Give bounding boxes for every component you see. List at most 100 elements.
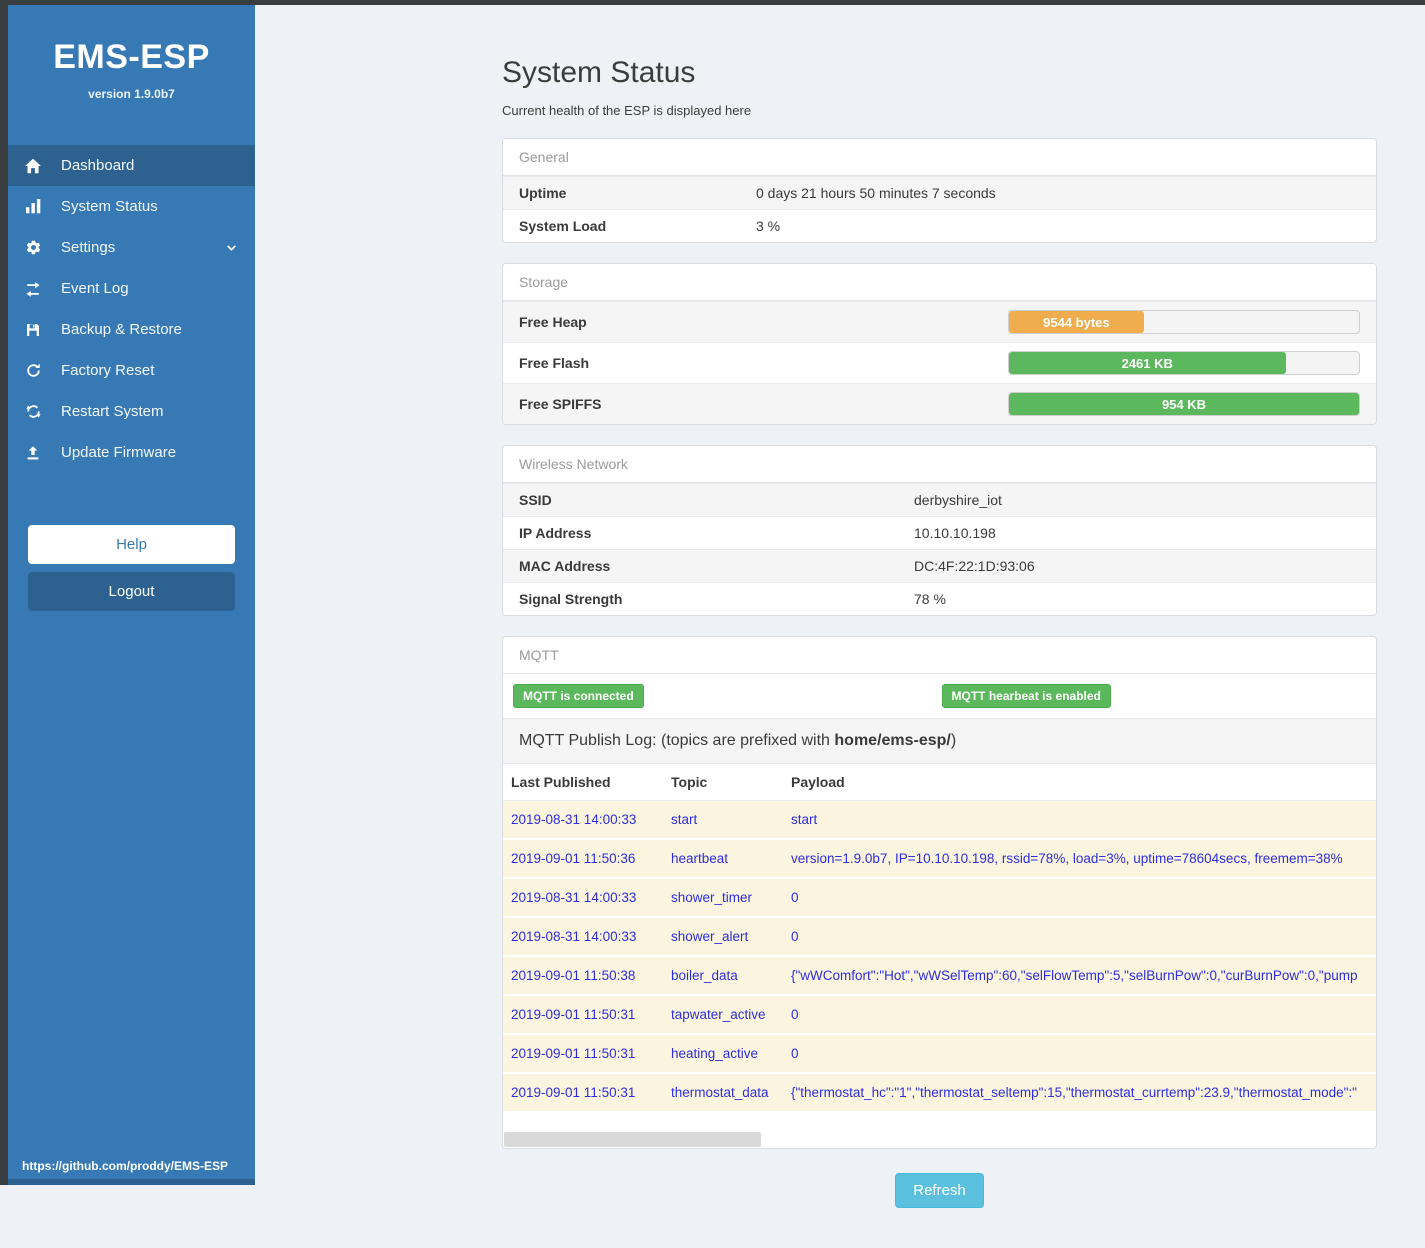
github-link[interactable]: https://github.com/proddy/EMS-ESP (22, 1159, 228, 1173)
cell-payload: version=1.9.0b7, IP=10.10.10.198, rssid=… (791, 851, 1343, 866)
wireless-row-signal: Signal Strength 78 % (503, 582, 1376, 615)
cell-topic: tapwater_active (671, 1007, 766, 1022)
free-flash-progress-bar: 2461 KB (1009, 352, 1286, 374)
cell-last-published: 2019-09-01 11:50:38 (511, 968, 636, 983)
mac-address-label: MAC Address (519, 558, 611, 574)
cell-topic: shower_timer (671, 890, 753, 905)
cell-payload: 0 (791, 1046, 799, 1061)
publish-log-prefix: home/ems-esp/ (834, 732, 951, 749)
free-spiffs-progress-track: 954 KB (1008, 392, 1360, 416)
free-flash-label: Free Flash (519, 355, 590, 371)
page-subtitle: Current health of the ESP is displayed h… (502, 103, 752, 118)
table-row: 2019-08-31 14:00:33 start start (503, 801, 1376, 840)
cell-topic: heating_active (671, 1046, 759, 1061)
uptime-value: 0 days 21 hours 50 minutes 7 seconds (756, 185, 996, 201)
signal-strength-label: Signal Strength (519, 591, 623, 607)
panel-storage: Storage Free Heap 9544 bytes Free Flash … (502, 263, 1377, 425)
sidebar-item-restart-system[interactable]: Restart System (8, 391, 255, 432)
horizontal-scrollbar[interactable] (503, 1131, 1376, 1148)
system-load-label: System Load (519, 218, 607, 234)
horizontal-scrollbar-thumb[interactable] (504, 1132, 761, 1147)
table-row: 2019-08-31 14:00:33 shower_alert 0 (503, 918, 1376, 957)
logout-button[interactable]: Logout (28, 572, 235, 611)
cell-last-published: 2019-08-31 14:00:33 (511, 890, 637, 905)
panel-wireless-network: Wireless Network SSID derbyshire_iot IP … (502, 445, 1377, 616)
col-header-topic: Topic (671, 774, 708, 790)
table-bottom-gap (503, 1113, 1376, 1131)
cell-payload: 0 (791, 890, 799, 905)
sidebar-item-label: Restart System (61, 403, 164, 420)
table-row: 2019-09-01 11:50:31 thermostat_data {"th… (503, 1074, 1376, 1113)
publish-log-close: ) (950, 732, 957, 749)
mqtt-badge-row: MQTT is connected MQTT hearbeat is enabl… (503, 674, 1376, 718)
window-left-border (0, 0, 8, 1185)
cell-payload: {"thermostat_hc":"1","thermostat_seltemp… (791, 1085, 1357, 1100)
page-title: System Status (502, 56, 696, 89)
panel-mqtt: MQTT MQTT is connected MQTT hearbeat is … (502, 636, 1377, 1149)
system-load-value: 3 % (756, 218, 781, 234)
window-top-border (0, 0, 1425, 5)
sidebar-item-label: Factory Reset (61, 362, 155, 379)
cell-payload: 0 (791, 1007, 799, 1022)
cell-topic: heartbeat (671, 851, 729, 866)
ssid-value: derbyshire_iot (914, 492, 1002, 508)
panel-general: General Uptime 0 days 21 hours 50 minute… (502, 138, 1377, 243)
sidebar-nav: Dashboard System Status Settings (8, 145, 255, 473)
col-header-payload: Payload (791, 774, 845, 790)
sidebar-buttons: Help Logout (28, 525, 235, 611)
sidebar-item-system-status[interactable]: System Status (8, 186, 255, 227)
cell-last-published: 2019-09-01 11:50:31 (511, 1046, 636, 1061)
refresh-button[interactable]: Refresh (895, 1173, 984, 1208)
storage-row-free-flash: Free Flash 2461 KB (503, 342, 1376, 383)
sidebar-item-backup-restore[interactable]: Backup & Restore (8, 309, 255, 350)
cell-payload: start (791, 812, 818, 827)
home-icon (22, 157, 44, 175)
sidebar-item-label: Event Log (61, 280, 129, 297)
sidebar-item-label: Dashboard (61, 157, 135, 174)
table-row: 2019-09-01 11:50:31 tapwater_active 0 (503, 996, 1376, 1035)
sidebar-item-settings[interactable]: Settings (8, 227, 255, 268)
cell-topic: boiler_data (671, 968, 738, 983)
mqtt-publish-log-caption: MQTT Publish Log: (topics are prefixed w… (503, 718, 1376, 764)
mqtt-log-table-header: Last Published Topic Payload (503, 764, 1376, 801)
uptime-label: Uptime (519, 185, 567, 201)
storage-row-free-heap: Free Heap 9544 bytes (503, 301, 1376, 342)
app-title: EMS-ESP (53, 38, 210, 76)
free-heap-progress-track: 9544 bytes (1008, 310, 1360, 334)
upload-icon (22, 444, 44, 462)
sidebar-item-update-firmware[interactable]: Update Firmware (8, 432, 255, 473)
mqtt-log-table: Last Published Topic Payload 2019-08-31 … (503, 764, 1376, 1113)
help-button[interactable]: Help (28, 525, 235, 564)
sidebar-item-label: System Status (61, 198, 158, 215)
publish-log-text: MQTT Publish Log: (topics are prefixed w… (519, 732, 835, 749)
cell-last-published: 2019-08-31 14:00:33 (511, 929, 637, 944)
free-spiffs-label: Free SPIFFS (519, 396, 602, 412)
signal-strength-value: 78 % (914, 591, 946, 607)
col-header-last-published: Last Published (511, 774, 611, 790)
free-flash-progress-track: 2461 KB (1008, 351, 1360, 375)
free-heap-label: Free Heap (519, 314, 587, 330)
sidebar-item-label: Settings (61, 239, 116, 256)
cell-payload: 0 (791, 929, 799, 944)
floppy-icon (22, 321, 44, 339)
cell-last-published: 2019-09-01 11:50:31 (511, 1007, 636, 1022)
cell-last-published: 2019-09-01 11:50:31 (511, 1085, 636, 1100)
panel-storage-title: Storage (503, 264, 1376, 301)
swap-arrows-icon (22, 280, 44, 298)
general-row-system-load: System Load 3 % (503, 209, 1376, 242)
sidebar-bottom-strip (8, 1179, 255, 1185)
sidebar-item-label: Backup & Restore (61, 321, 182, 338)
sidebar-item-factory-reset[interactable]: Factory Reset (8, 350, 255, 391)
ip-address-label: IP Address (519, 525, 592, 541)
sidebar-item-dashboard[interactable]: Dashboard (8, 145, 255, 186)
cell-topic: shower_alert (671, 929, 749, 944)
mqtt-heartbeat-badge: MQTT hearbeat is enabled (941, 684, 1111, 708)
wireless-row-ssid: SSID derbyshire_iot (503, 483, 1376, 516)
ip-address-value: 10.10.10.198 (914, 525, 996, 541)
table-row: 2019-09-01 11:50:31 heating_active 0 (503, 1035, 1376, 1074)
mac-address-value: DC:4F:22:1D:93:06 (914, 558, 1035, 574)
sidebar-item-event-log[interactable]: Event Log (8, 268, 255, 309)
wireless-row-mac: MAC Address DC:4F:22:1D:93:06 (503, 549, 1376, 582)
cell-topic: start (671, 812, 698, 827)
cell-payload: {"wWComfort":"Hot","wWSelTemp":60,"selFl… (791, 968, 1358, 983)
